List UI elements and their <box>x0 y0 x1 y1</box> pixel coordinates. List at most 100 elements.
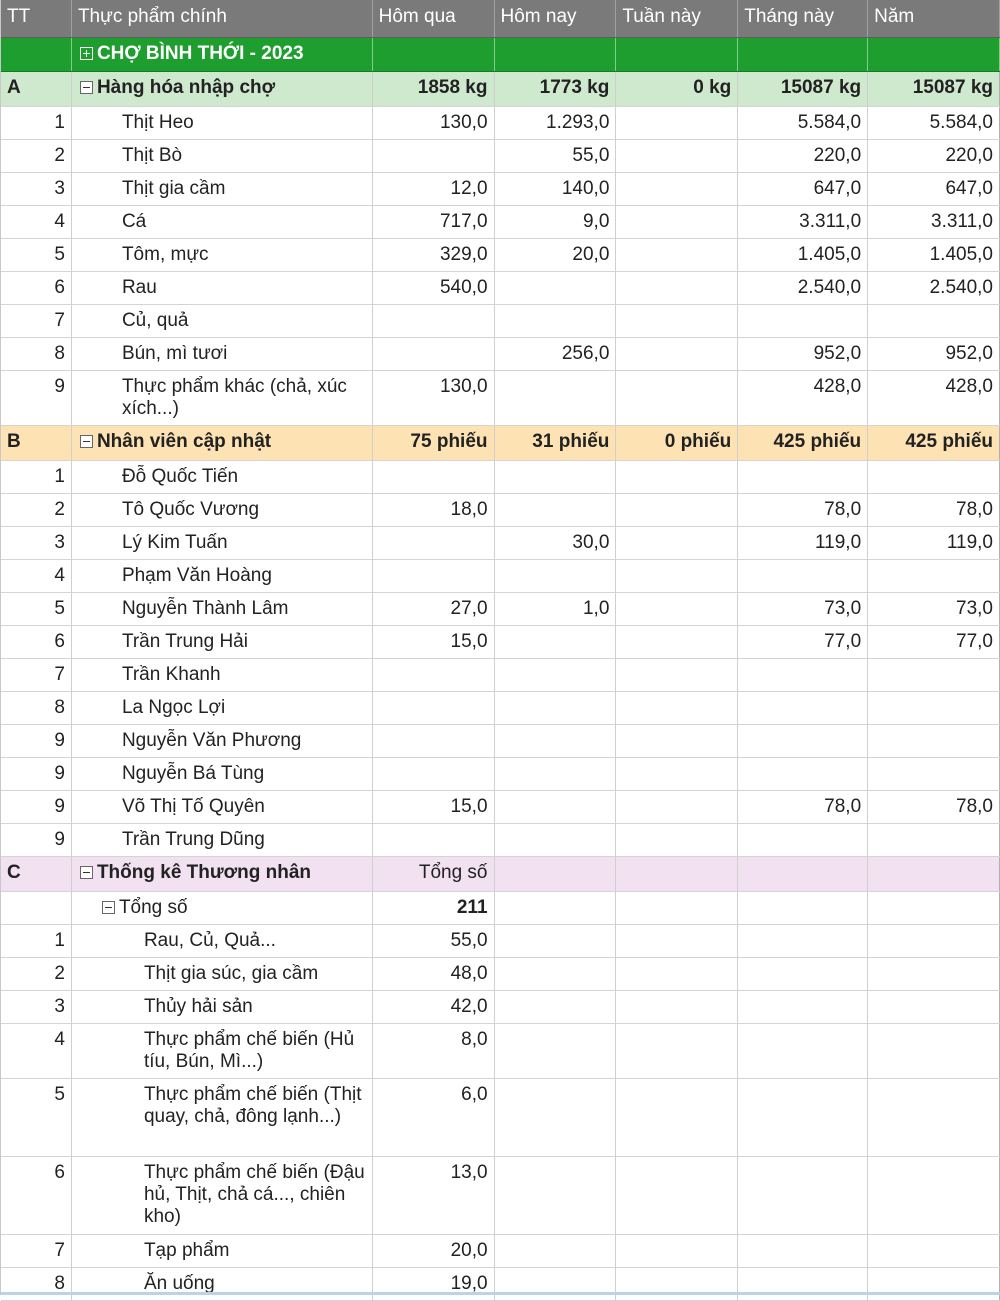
table-row[interactable]: 9 Thực phẩm khác (chả, xúc xích...) 130,0 4… <box>1 371 1000 426</box>
horizontal-scrollbar[interactable] <box>1 1292 1000 1295</box>
row-index: 2 <box>1 494 72 526</box>
table-row[interactable]: 2 Tô Quốc Vương 18,0 78,0 78,0 <box>1 494 1000 527</box>
row-name: Nguyễn Văn Phương <box>121 730 302 751</box>
minus-toggle-icon[interactable] <box>79 866 93 879</box>
table-row[interactable]: 2 Thịt gia súc, gia cầm 48,0 <box>1 958 1000 991</box>
row-value <box>868 725 1000 757</box>
row-name: Bún, mì tươi <box>121 343 228 364</box>
empty-cell <box>868 1079 1000 1156</box>
row-index: 3 <box>1 991 72 1023</box>
table-row[interactable]: 1 Thịt Heo 130,0 1.293,0 5.584,0 5.584,0 <box>1 107 1000 140</box>
row-value: 55,0 <box>495 140 617 172</box>
row-value <box>616 494 739 526</box>
row-name-cell: Củ, quả <box>72 305 373 337</box>
empty-cell <box>495 958 617 990</box>
empty-cell <box>868 1268 1000 1300</box>
table-row[interactable]: 3 Thịt gia cầm 12,0 140,0 647,0 647,0 <box>1 173 1000 206</box>
row-index: 6 <box>1 272 72 304</box>
row-name: Rau <box>121 277 157 298</box>
row-value: 329,0 <box>373 239 495 271</box>
col-food[interactable]: Thực phẩm chính <box>72 0 373 37</box>
table-row[interactable]: 9 Võ Thị Tố Quyên 15,0 78,0 78,0 <box>1 791 1000 824</box>
row-value: 1.405,0 <box>738 239 869 271</box>
table-row[interactable]: 9 Nguyễn Văn Phương <box>1 725 1000 758</box>
row-value <box>738 725 869 757</box>
table-row[interactable]: 4 Phạm Văn Hoàng <box>1 560 1000 593</box>
minus-toggle-icon[interactable] <box>101 901 115 914</box>
empty-cell <box>495 1235 617 1267</box>
row-value <box>495 494 617 526</box>
table-row[interactable]: 3 Lý Kim Tuấn 30,0 119,0 119,0 <box>1 527 1000 560</box>
section-row-a[interactable]: A Hàng hóa nhập chợ 1858 kg 1773 kg 0 kg… <box>1 72 1000 107</box>
row-value <box>373 140 495 172</box>
subgroup-title-cell[interactable]: Tổng số <box>72 892 373 924</box>
col-today[interactable]: Hôm nay <box>495 0 617 37</box>
row-name: Đỗ Quốc Tiến <box>121 466 239 487</box>
table-row[interactable]: 7 Củ, quả <box>1 305 1000 338</box>
table-row[interactable]: 4 Thực phẩm chế biến (Hủ tíu, Bún, Mì...)… <box>1 1024 1000 1079</box>
table-row[interactable]: 5 Tôm, mực 329,0 20,0 1.405,0 1.405,0 <box>1 239 1000 272</box>
table-row[interactable]: 6 Thực phẩm chế biến (Đậu hủ, Thịt, chả c… <box>1 1157 1000 1235</box>
row-value: 5.584,0 <box>738 107 869 139</box>
subgroup-row[interactable]: Tổng số 211 <box>1 892 1000 925</box>
section-title-cell[interactable]: Hàng hóa nhập chợ <box>72 72 373 106</box>
row-value: 9,0 <box>495 206 617 238</box>
row-name: Thực phẩm khác (chả, xúc xích...) <box>121 376 347 419</box>
col-week[interactable]: Tuần này <box>616 0 739 37</box>
table-row[interactable]: 9 Nguyễn Bá Tùng <box>1 758 1000 791</box>
row-value: 428,0 <box>738 371 869 425</box>
group-row[interactable]: CHỢ BÌNH THỚI - 2023 <box>1 38 1000 72</box>
row-index: 9 <box>1 371 72 425</box>
table-row[interactable]: 8 Bún, mì tươi 256,0 952,0 952,0 <box>1 338 1000 371</box>
empty-cell <box>738 1268 869 1300</box>
row-value <box>495 791 617 823</box>
col-year[interactable]: Năm <box>868 0 1000 37</box>
row-value <box>373 824 495 856</box>
row-name-cell: Bún, mì tươi <box>72 338 373 370</box>
minus-toggle-icon[interactable] <box>79 81 93 94</box>
group-title-cell[interactable]: CHỢ BÌNH THỚI - 2023 <box>72 38 373 71</box>
table-row[interactable]: 7 Tạp phẩm 20,0 <box>1 1235 1000 1268</box>
row-value <box>616 338 739 370</box>
col-yesterday[interactable]: Hôm qua <box>373 0 495 37</box>
row-value: 73,0 <box>868 593 1000 625</box>
table-row[interactable]: 5 Nguyễn Thành Lâm 27,0 1,0 73,0 73,0 <box>1 593 1000 626</box>
table-row[interactable]: 4 Cá 717,0 9,0 3.311,0 3.311,0 <box>1 206 1000 239</box>
table-row[interactable]: 1 Đỗ Quốc Tiến <box>1 461 1000 494</box>
table-row[interactable]: 6 Trần Trung Hải 15,0 77,0 77,0 <box>1 626 1000 659</box>
table-row[interactable]: 7 Trần Khanh <box>1 659 1000 692</box>
minus-toggle-icon[interactable] <box>79 435 93 448</box>
row-value <box>495 461 617 493</box>
row-value: 77,0 <box>738 626 869 658</box>
section-row-c[interactable]: C Thống kê Thương nhân Tổng số <box>1 857 1000 892</box>
table-row[interactable]: 6 Rau 540,0 2.540,0 2.540,0 <box>1 272 1000 305</box>
row-index: 9 <box>1 725 72 757</box>
table-row[interactable]: 3 Thủy hải sản 42,0 <box>1 991 1000 1024</box>
row-name-cell: Ăn uống <box>72 1268 373 1300</box>
table-row[interactable]: 1 Rau, Củ, Quả... 55,0 <box>1 925 1000 958</box>
table-row[interactable]: 9 Trần Trung Dũng <box>1 824 1000 857</box>
table-row[interactable]: 2 Thịt Bò 55,0 220,0 220,0 <box>1 140 1000 173</box>
row-value <box>616 593 739 625</box>
section-title-cell[interactable]: Nhân viên cập nhật <box>72 426 373 460</box>
subgroup-value: 211 <box>373 892 495 924</box>
section-row-b[interactable]: B Nhân viên cập nhật 75 phiếu 31 phiếu 0… <box>1 426 1000 461</box>
row-value: 952,0 <box>868 338 1000 370</box>
row-name: Thực phẩm chế biến (Hủ tíu, Bún, Mì...) <box>143 1029 355 1072</box>
col-tt[interactable]: TT <box>1 0 72 37</box>
empty-cell <box>616 958 739 990</box>
plus-toggle-icon[interactable] <box>79 47 93 60</box>
column-header-row: TT Thực phẩm chính Hôm qua Hôm nay Tuần … <box>1 0 1000 38</box>
table-row[interactable]: 8 Ăn uống 19,0 <box>1 1268 1000 1301</box>
empty-cell <box>738 1024 869 1078</box>
row-name: Nguyễn Bá Tùng <box>121 763 265 784</box>
table-row[interactable]: 5 Thực phẩm chế biến (Thịt quay, chả, đôn… <box>1 1079 1000 1157</box>
section-title-cell[interactable]: Thống kê Thương nhân <box>72 857 373 891</box>
row-name-cell: Thịt Bò <box>72 140 373 172</box>
row-value: 48,0 <box>373 958 495 990</box>
col-month[interactable]: Tháng này <box>738 0 869 37</box>
row-value <box>738 758 869 790</box>
row-value: 78,0 <box>868 791 1000 823</box>
table-row[interactable]: 8 La Ngọc Lợi <box>1 692 1000 725</box>
section-total: 1858 kg <box>373 72 495 106</box>
